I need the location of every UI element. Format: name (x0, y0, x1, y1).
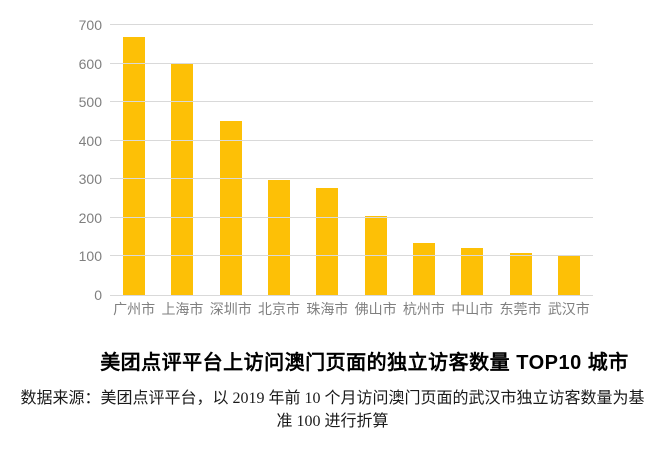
gridline (110, 178, 593, 180)
x-tick-label: 佛山市 (354, 301, 397, 317)
gridline (110, 24, 593, 25)
x-tick-label: 北京市 (258, 301, 301, 317)
x-tick-label: 广州市 (113, 301, 156, 317)
gridline (110, 216, 593, 218)
x-tick-label: 珠海市 (306, 301, 349, 317)
bars-row (110, 25, 593, 295)
x-tick-label: 东莞市 (499, 301, 542, 317)
bar-slot (496, 25, 544, 295)
gridline (110, 62, 593, 64)
bar-slot (448, 25, 496, 295)
y-tick-label: 700 (78, 17, 102, 33)
bar-8 (461, 247, 484, 295)
bar-4 (268, 180, 291, 295)
y-tick-label: 500 (78, 94, 102, 111)
y-tick-label: 0 (94, 287, 102, 303)
x-axis: 广州市 上海市 深圳市 北京市 珠海市 佛山市 杭州市 中山市 东莞市 武汉市 (110, 299, 593, 319)
bar-5 (316, 187, 339, 295)
y-axis: 0 100 200 300 400 500 600 700 (0, 17, 102, 303)
bar-3 (219, 121, 242, 295)
chart-title: 美团点评平台上访问澳门页面的独立访客数量 TOP10 城市 (100, 352, 629, 374)
x-tick-label: 上海市 (161, 301, 204, 317)
data-source-note: 数据来源：美团点评平台，以 2019 年前 10 个月访问澳门页面的武汉市独立访… (0, 387, 665, 433)
y-tick-label: 300 (78, 171, 102, 188)
y-tick-label: 600 (78, 55, 102, 72)
gridline (110, 255, 593, 257)
bar-slot (255, 25, 303, 295)
x-tick-label: 武汉市 (547, 301, 590, 317)
data-source-line-2: 准 100 进行折算 (276, 413, 389, 430)
bar-slot (545, 25, 593, 295)
bar-slot (207, 25, 255, 295)
y-tick-label: 200 (78, 209, 102, 226)
x-tick-label: 杭州市 (402, 301, 445, 317)
gridline (110, 101, 593, 103)
plot-area (110, 24, 593, 296)
bar-9 (509, 252, 532, 295)
y-tick-label: 100 (78, 248, 102, 265)
x-tick-label: 深圳市 (209, 301, 252, 317)
gridline (110, 139, 593, 141)
bar-slot (303, 25, 351, 295)
bar-7 (412, 242, 435, 295)
y-tick-label: 400 (78, 132, 102, 149)
x-tick-label: 中山市 (451, 301, 494, 317)
data-source-line-1: 数据来源：美团点评平台，以 2019 年前 10 个月访问澳门页面的武汉市独立访… (20, 390, 645, 407)
bar-10 (557, 256, 580, 295)
